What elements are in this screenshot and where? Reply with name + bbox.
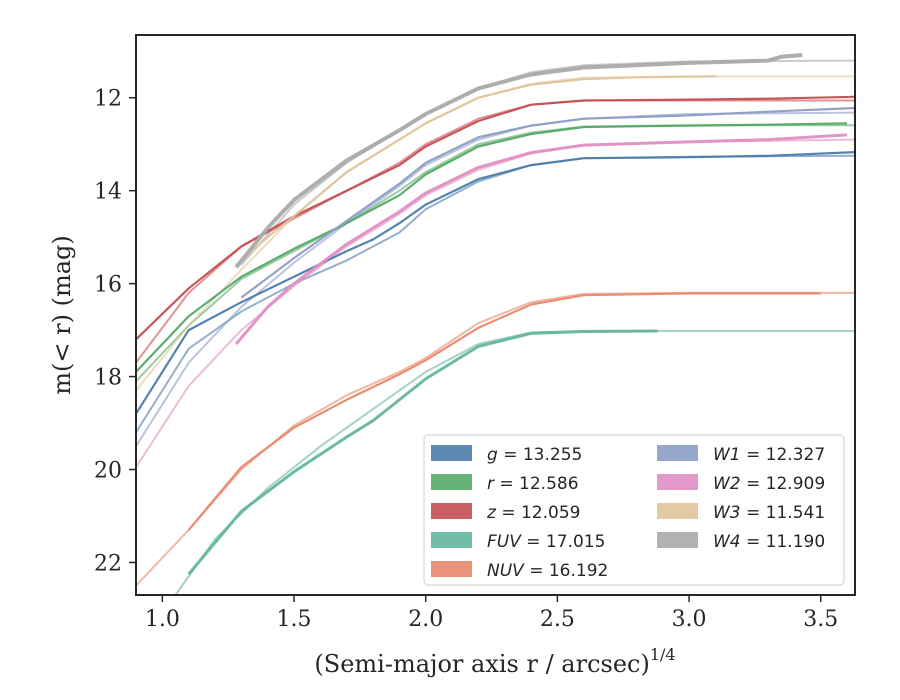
legend-frame [423,434,845,586]
plot-frame [135,34,856,596]
series-w2-model-line [136,138,855,468]
series-fuv-data-line [187,329,658,576]
legend-label-nuv: NUV = 16.192 [487,561,608,581]
legend-swatch-w1 [657,445,698,461]
series-g-data-line [136,151,855,415]
x-tick-label: 3.5 [803,607,838,632]
x-axis-title: (Semi-major axis r / arcsec)1/4 [314,645,675,678]
y-tick-label: 16 [94,273,122,298]
legend-swatch-w4 [657,532,698,548]
series-nuv-model-line [136,291,855,587]
y-axis: 12 14 16 18 20 22 [94,87,136,576]
x-tick-label: 2.0 [408,607,443,632]
series-w2-data-line [234,133,848,345]
legend-swatch-g [431,445,472,461]
series-nuv-data-line [187,292,821,531]
legend-label-w1: W1 = 12.327 [713,445,825,465]
x-tick-label: 1.0 [145,607,180,632]
y-tick-label: 12 [94,87,122,112]
legend-swatch-w2 [657,474,698,490]
series-z-data-line [136,95,855,341]
legend-label-z: z = 12.059 [486,503,580,523]
legend-label-w4: W4 = 11.190 [713,532,825,552]
legend: g = 13.255 r = 12.586 z = 12.059 FUV = 17.0… [423,434,845,586]
legend-swatch-w3 [657,503,698,519]
series-w3-data-line [235,75,716,266]
legend-label-fuv: FUV = 17.015 [487,532,605,552]
legend-label-w2: W2 = 12.909 [713,474,825,494]
legend-label-r: r = 12.586 [487,474,579,494]
legend-label-w3: W3 = 11.541 [713,503,825,523]
y-axis-title: m(< r) (mag) [48,235,76,394]
y-tick-label: 18 [94,366,122,391]
series-layer [136,53,855,595]
x-axis-title-main: (Semi-major axis r / arcsec) [314,650,649,678]
y-tick-label: 20 [94,459,122,484]
x-tick-label: 3.0 [672,607,707,632]
x-axis: 1.0 1.5 2.0 2.5 3.0 3.5 [145,595,838,632]
legend-swatch-nuv [431,561,472,577]
series-w1-data-line [240,106,855,299]
legend-swatch-r [431,474,472,490]
legend-label-g: g = 13.255 [487,445,582,465]
x-tick-label: 1.5 [277,607,312,632]
series-r-data-line [136,122,848,373]
legend-swatch-fuv [431,532,472,548]
y-tick-label: 14 [94,180,122,205]
series-w4-data-line [234,53,803,269]
x-axis-title-superscript: 1/4 [650,645,676,664]
x-tick-label: 2.5 [540,607,575,632]
y-tick-label: 22 [94,551,122,576]
legend-swatch-z [431,503,472,519]
